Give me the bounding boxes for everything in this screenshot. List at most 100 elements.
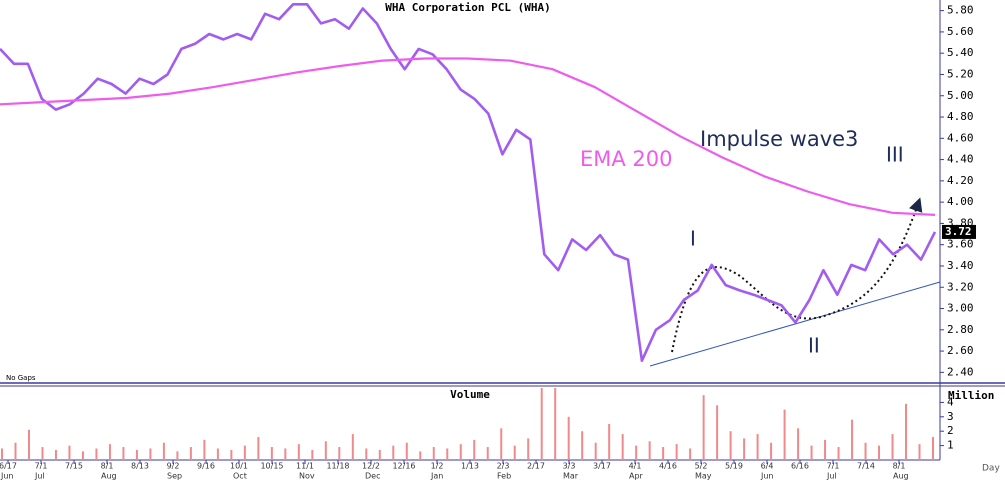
volume-bar xyxy=(392,445,395,460)
volume-bar xyxy=(918,444,921,460)
y-tick-label: 4.60 xyxy=(947,131,974,144)
y-tick-label: 4.40 xyxy=(947,153,974,166)
x-tick-label: 7/15 xyxy=(65,462,83,471)
series-line xyxy=(0,57,936,216)
volume-bar xyxy=(405,442,408,460)
x-tick-label: 6/16 xyxy=(791,462,809,471)
x-tick-label: 8/13 xyxy=(131,462,149,471)
volume-bar xyxy=(581,431,584,460)
volume-bar xyxy=(716,405,719,460)
month-label: Oct xyxy=(233,472,247,481)
volume-bar xyxy=(27,429,30,460)
volume-bar xyxy=(743,438,746,460)
volume-bar xyxy=(500,428,503,460)
volume-bar xyxy=(176,451,179,460)
month-label: Jul xyxy=(34,472,45,481)
volume-bar xyxy=(351,434,354,460)
last-price-box xyxy=(942,224,976,239)
month-label: Jan xyxy=(430,472,443,481)
month-label: Jun xyxy=(760,472,774,481)
y-tick-label: 3 xyxy=(947,410,954,423)
volume-bar xyxy=(14,442,17,460)
volume-bar xyxy=(68,445,71,460)
x-tick-label: 5/2 xyxy=(695,462,708,471)
volume-bar xyxy=(81,451,84,460)
legend-entry: EMA 200 xyxy=(580,147,673,171)
annotation: II xyxy=(808,334,820,358)
volume-bar xyxy=(54,449,57,460)
volume-bar xyxy=(95,448,98,460)
wave-curve xyxy=(671,197,923,353)
y-tick-label: 5.80 xyxy=(947,4,974,17)
last-price-label: 3.72 xyxy=(945,225,972,238)
volume-bar xyxy=(338,447,341,460)
volume-bar xyxy=(851,419,854,460)
volume-bar xyxy=(621,434,624,460)
volume-bar xyxy=(891,434,894,460)
volume-bar xyxy=(122,447,125,460)
volume-bar xyxy=(189,447,192,460)
x-tick-label: 11/1 xyxy=(296,462,314,471)
volume-bar xyxy=(878,445,881,460)
volume-bar xyxy=(783,409,786,460)
volume-bar xyxy=(378,449,381,460)
x-tick-label: 5/19 xyxy=(725,462,743,471)
volume-bar xyxy=(257,436,260,460)
x-tick-label: 6/17 xyxy=(0,462,17,471)
volume-bar xyxy=(365,448,368,460)
y-tick-label: 2 xyxy=(947,424,954,437)
y-tick-label: 4 xyxy=(947,395,954,408)
volume-bar xyxy=(824,439,827,460)
month-label: Jul xyxy=(826,472,837,481)
x-tick-label: 9/16 xyxy=(197,462,215,471)
volume-bar xyxy=(770,442,773,460)
volume-bar xyxy=(729,431,732,460)
volume-bar xyxy=(284,448,287,460)
y-tick-label: 5.20 xyxy=(947,67,974,80)
volume-bar xyxy=(554,388,557,460)
x-tick-label: 12/16 xyxy=(392,462,415,471)
volume-bar xyxy=(149,448,152,460)
x-tick-label: 7/1 xyxy=(827,462,840,471)
month-label: Sep xyxy=(167,472,182,481)
volume-bar xyxy=(486,447,489,460)
y-tick-label: 2.40 xyxy=(947,365,974,378)
y-tick-label: 4.20 xyxy=(947,174,974,187)
x-tick-label: 8/1 xyxy=(101,462,114,471)
axis-unit: Day xyxy=(982,464,1000,474)
month-label: Mar xyxy=(563,472,579,481)
x-tick-label: 9/2 xyxy=(167,462,180,471)
x-tick-label: 1/13 xyxy=(461,462,479,471)
volume-bar xyxy=(1,448,3,460)
drawings xyxy=(649,197,941,367)
y-tick-label: 2.80 xyxy=(947,323,974,336)
volume-bar xyxy=(675,444,678,460)
volume-bar xyxy=(662,447,665,460)
volume-bar xyxy=(432,447,435,460)
x-tick-label: 2/17 xyxy=(527,462,545,471)
chart-title: WHA Corporation PCL (WHA) xyxy=(385,1,551,14)
month-label: Jun xyxy=(0,472,14,481)
volume-bar xyxy=(459,444,462,460)
volume-bar xyxy=(594,442,597,460)
y-tick-label: 1 xyxy=(947,439,954,452)
y-tick-label: 5.00 xyxy=(947,89,974,102)
volume-bar xyxy=(689,448,692,460)
volume-bar xyxy=(635,445,638,460)
volume-bar xyxy=(41,447,44,460)
y-tick-label: 5.60 xyxy=(947,25,974,38)
volume-bar xyxy=(810,445,813,460)
trend-line xyxy=(649,281,941,367)
volume-bar xyxy=(932,436,934,460)
volume-bar xyxy=(216,448,219,460)
volume-bar xyxy=(446,448,449,460)
volume-bar xyxy=(203,439,206,460)
volume-bar xyxy=(905,403,908,460)
axis-unit: Million xyxy=(948,389,994,402)
y-tick-label: 4.00 xyxy=(947,195,974,208)
volume-bar xyxy=(473,439,476,460)
volume-bar xyxy=(527,438,530,460)
month-label: Apr xyxy=(629,472,644,481)
volume-bar xyxy=(756,434,759,460)
panel-title: Volume xyxy=(450,388,490,401)
